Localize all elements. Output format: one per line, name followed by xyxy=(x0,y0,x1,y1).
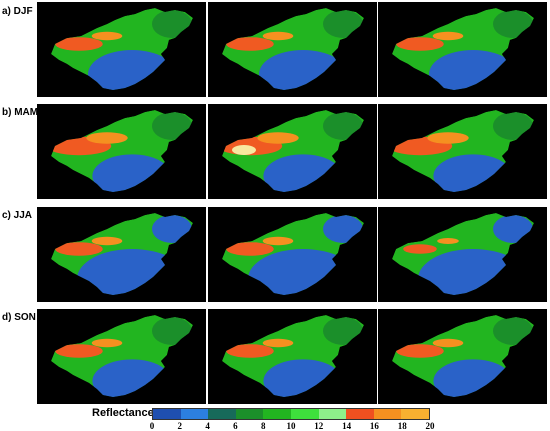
map-panel-son-2 xyxy=(208,309,377,404)
row-label-mam: b) MAM xyxy=(2,107,39,118)
map-panel-son-1 xyxy=(37,309,206,404)
colorbar-segment xyxy=(235,409,264,419)
colorbar-tick-label: 20 xyxy=(425,421,435,431)
map-panel-djf-3 xyxy=(378,2,547,97)
map-panel-jja-1 xyxy=(37,207,206,302)
colorbar-segment xyxy=(318,409,347,419)
map-panel-jja-2 xyxy=(208,207,377,302)
row-label-son: d) SON xyxy=(2,312,36,323)
colorbar-tick-label: 6 xyxy=(233,421,238,431)
colorbar-segment xyxy=(153,409,181,419)
colorbar-segment xyxy=(401,409,429,419)
colorbar-segment xyxy=(208,409,236,419)
colorbar-tick-label: 12 xyxy=(314,421,324,431)
colorbar-segment xyxy=(180,409,209,419)
map-panel-djf-2 xyxy=(208,2,377,97)
colorbar-segment xyxy=(346,409,374,419)
colorbar-tick-label: 10 xyxy=(286,421,296,431)
colorbar-segment xyxy=(263,409,291,419)
map-panel-mam-3 xyxy=(378,104,547,199)
colorbar-tick-label: 2 xyxy=(177,421,183,431)
row-label-jja: c) JJA xyxy=(2,210,33,221)
colorbar-title: Reflectance xyxy=(92,407,154,419)
colorbar-tick-label: 18 xyxy=(397,421,407,431)
row-label-djf: a) DJF xyxy=(2,6,33,17)
colorbar-tick-label: 0 xyxy=(149,421,155,431)
map-panel-mam-2 xyxy=(208,104,377,199)
map-panel-djf-1 xyxy=(37,2,206,97)
colorbar xyxy=(152,408,430,420)
colorbar-segment xyxy=(373,409,402,419)
colorbar-tick-label: 16 xyxy=(369,421,379,431)
colorbar-tick-label: 4 xyxy=(205,421,210,431)
map-panel-son-3 xyxy=(378,309,547,404)
colorbar-tick-label: 8 xyxy=(260,421,266,431)
colorbar-segment xyxy=(290,409,319,419)
map-panel-jja-3 xyxy=(378,207,547,302)
colorbar-tick-label: 14 xyxy=(342,421,352,431)
map-panel-mam-1 xyxy=(37,104,206,199)
